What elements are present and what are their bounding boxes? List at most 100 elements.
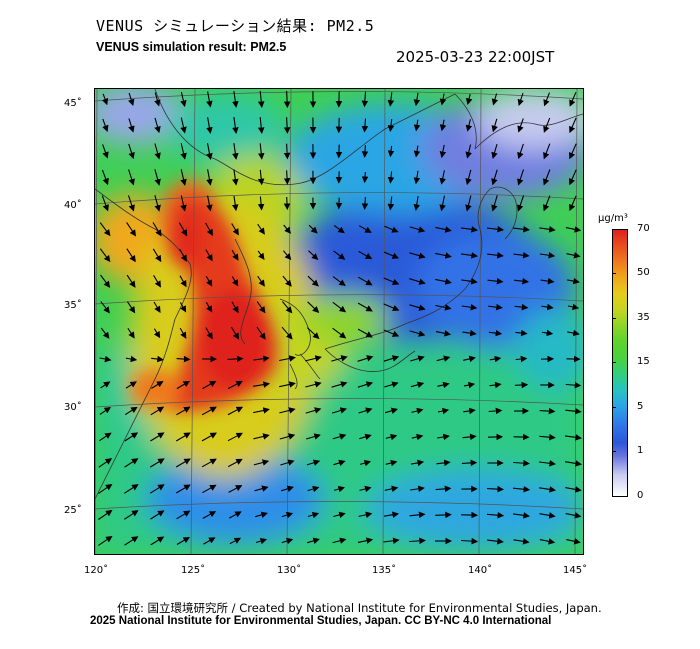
pm25-field [95, 89, 583, 554]
colorbar-tick [612, 451, 616, 452]
wind-arrow [124, 510, 139, 520]
wind-arrow [175, 458, 191, 468]
wind-arrow [439, 119, 447, 132]
wind-arrow [127, 195, 135, 212]
wind-arrow [383, 537, 400, 544]
wind-arrow [154, 117, 161, 134]
wind-arrow [283, 117, 291, 134]
wind-arrow [253, 433, 270, 440]
wind-arrow [487, 225, 504, 233]
wind-arrow [253, 355, 270, 362]
wind-arrow [491, 118, 498, 133]
wind-arrow [565, 460, 582, 467]
wind-arrow [461, 459, 478, 467]
wind-arrow [543, 117, 551, 133]
wind-arrow [513, 251, 530, 259]
wind-arrow [331, 381, 348, 388]
wind-arrow [491, 143, 498, 159]
wind-arrow [462, 329, 477, 337]
wind-arrow [179, 327, 187, 339]
wind-arrow [306, 433, 321, 440]
wind-arrow [231, 301, 239, 314]
wind-arrow [359, 433, 372, 441]
wind-arrow [435, 226, 452, 233]
wind-arrow [491, 93, 499, 106]
wind-arrow [539, 486, 556, 493]
wind-arrow [128, 143, 135, 160]
wind-arrow [154, 92, 161, 107]
colorbar-label-5: 5 [637, 401, 644, 412]
wind-arrow [307, 511, 320, 519]
wind-arrow [383, 251, 400, 259]
wind-arrow [202, 484, 217, 494]
wind-arrow [565, 407, 582, 415]
wind-arrow [383, 329, 400, 337]
wind-arrow [515, 355, 528, 363]
colorbar-tick [612, 318, 616, 319]
wind-arrow [98, 432, 112, 442]
wind-arrow [203, 537, 216, 545]
wind-arrow [205, 222, 213, 236]
wind-arrow [465, 93, 473, 105]
wind-arrow [98, 535, 113, 546]
wind-arrow [513, 538, 530, 545]
wind-arrow [176, 536, 190, 545]
wind-arrow [463, 381, 476, 389]
wind-arrow [409, 252, 426, 259]
wind-arrow [462, 433, 477, 441]
wind-arrow [150, 536, 165, 546]
wind-arrow [206, 117, 213, 134]
wind-arrow [255, 537, 268, 545]
credit-japanese: 作成: 国立環境研究所 / Created by National Instit… [117, 601, 602, 615]
wind-arrow [257, 91, 265, 108]
wind-arrow [127, 327, 135, 339]
wind-arrow [283, 143, 291, 160]
wind-arrow [461, 226, 478, 233]
wind-arrow [541, 303, 554, 311]
wind-arrow [98, 458, 113, 468]
wind-arrow [201, 406, 217, 416]
wind-arrow [205, 327, 213, 340]
wind-arrow [413, 170, 421, 185]
wind-arrow [150, 432, 165, 442]
wind-arrow [435, 330, 452, 337]
wind-arrow [357, 355, 374, 362]
wind-arrow [205, 302, 213, 313]
wind-arrow [306, 327, 320, 340]
wind-arrow [435, 304, 452, 311]
wind-arrow [257, 117, 265, 134]
wind-arrow [308, 224, 318, 234]
wind-arrow [512, 485, 531, 493]
wind-arrow [539, 512, 556, 519]
wind-arrow [256, 301, 266, 314]
wind-arrow [566, 251, 581, 259]
wind-arrow [283, 90, 291, 109]
wind-arrow [437, 381, 450, 389]
wind-arrow [179, 275, 187, 288]
wind-arrow [205, 276, 213, 287]
wind-arrow [128, 169, 135, 186]
wind-arrow [463, 355, 476, 363]
wind-arrow [333, 459, 346, 467]
wind-arrow [361, 118, 369, 133]
wind-arrow [100, 327, 110, 339]
wind-arrow [202, 511, 217, 519]
wind-arrow [125, 355, 138, 363]
wind-arrow [257, 169, 265, 186]
wind-arrow [361, 91, 369, 108]
wind-arrow [359, 485, 372, 493]
wind-arrow [150, 510, 165, 520]
wind-arrow [488, 303, 503, 311]
wind-arrow [307, 485, 320, 493]
wind-arrow [332, 327, 347, 339]
colorbar-unit: µg/m³ [598, 213, 628, 224]
wind-arrow [281, 511, 294, 519]
wind-arrow [514, 303, 529, 311]
wind-arrow [257, 250, 265, 260]
map-canvas [95, 89, 583, 554]
wind-arrow [255, 511, 268, 519]
wind-arrow [410, 355, 425, 362]
title-japanese: VENUS シミュレーション結果: PM2.5 [96, 17, 375, 35]
wind-arrow [333, 485, 345, 493]
wind-arrow [486, 511, 505, 519]
